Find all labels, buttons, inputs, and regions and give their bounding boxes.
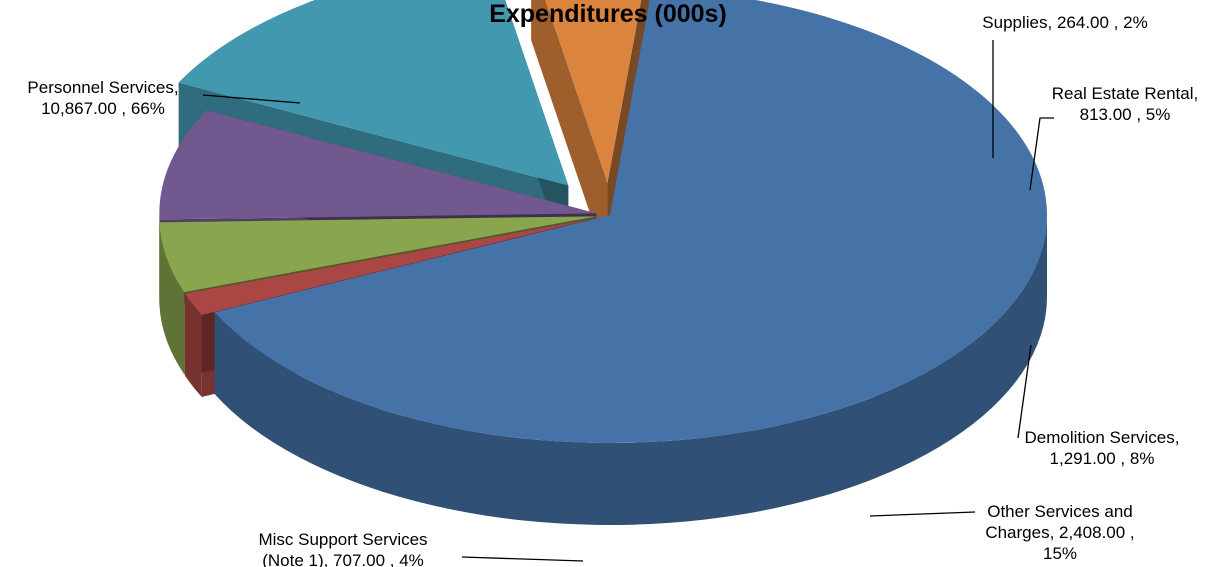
data-label: Supplies, 264.00 , 2% <box>982 13 1147 32</box>
pie-slice-top <box>159 110 597 220</box>
leader-line <box>869 511 976 517</box>
leader-line <box>1029 117 1054 191</box>
data-label: Real Estate Rental, 813.00 , 5% <box>1052 84 1198 124</box>
data-label-line: 10,867.00 , 66% <box>41 99 165 118</box>
data-label-line: Supplies, 264.00 , 2% <box>982 13 1147 32</box>
data-label: Demolition Services, 1,291.00 , 8% <box>1025 428 1180 468</box>
data-label-line: 1,291.00 , 8% <box>1050 449 1155 468</box>
pie-slice-top <box>545 0 642 183</box>
data-label-line: Real Estate Rental, <box>1052 84 1198 103</box>
pie-slice-wall <box>184 293 202 397</box>
pie-slice-side <box>531 0 608 265</box>
slices-layer <box>159 0 1048 525</box>
pie-slice-top <box>178 0 569 186</box>
data-label-line: (Note 1), 707.00 , 4% <box>262 551 424 567</box>
data-label: Personnel Services, 10,867.00 , 66% <box>27 78 178 118</box>
pie-slice-top <box>214 0 1047 443</box>
data-label-line: Charges, 2,408.00 , <box>985 523 1134 542</box>
pie-slice-top <box>159 216 597 293</box>
data-label: Other Services and Charges, 2,408.00 , 15% <box>985 502 1134 563</box>
leader-lines <box>202 40 1054 562</box>
pie-slice-top <box>184 217 598 315</box>
pie-slice <box>214 0 1048 525</box>
data-label-line: Demolition Services, <box>1025 428 1180 447</box>
data-label-line: 813.00 , 5% <box>1080 105 1171 124</box>
data-label-line: Misc Support Services <box>258 530 427 549</box>
pie-slice-wall <box>159 222 185 375</box>
pie-slice-wall <box>214 215 1048 525</box>
leader-line <box>202 94 301 104</box>
data-label-line: 15% <box>1043 544 1077 563</box>
leader-line <box>1017 344 1032 439</box>
data-label-line: Personnel Services, <box>27 78 178 97</box>
data-labels: Personnel Services, 10,867.00 , 66% Suppli… <box>27 13 1198 567</box>
chart-title: Expenditures (000s) <box>489 0 727 28</box>
data-label: Misc Support Services (Note 1), 707.00 , … <box>258 530 427 567</box>
data-label-line: Other Services and <box>987 502 1133 521</box>
leader-line <box>461 556 584 562</box>
